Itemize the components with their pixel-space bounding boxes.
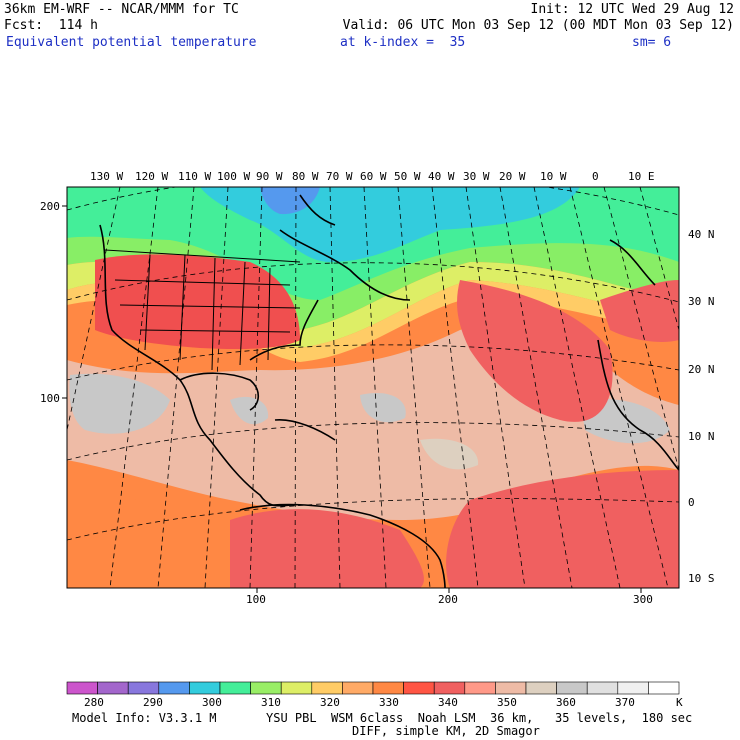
- colorbar-swatch: [158, 681, 190, 695]
- lon-label: 0: [592, 170, 599, 183]
- colorbar: [66, 681, 680, 695]
- field-name: Equivalent potential temperature: [6, 35, 257, 50]
- colorbar-swatch: [403, 681, 435, 695]
- colorbar-swatch: [97, 681, 129, 695]
- colorbar-label: 300: [202, 696, 222, 709]
- colorbar-label: 350: [497, 696, 517, 709]
- lon-label: 80 W: [292, 170, 319, 183]
- colorbar-swatch: [127, 681, 160, 695]
- grid-index-labels: 200 100 100 200 300: [40, 200, 653, 606]
- lon-label: 130 W: [90, 170, 123, 183]
- colorbar-labels: 280 290 300 310 320 330 340 350 360 370 …: [84, 696, 683, 709]
- lat-label: 10 S: [688, 572, 715, 585]
- grid-label-bottom: 300: [633, 593, 653, 606]
- model-title: 36km EM-WRF -- NCAR/MMM for TC: [4, 2, 239, 17]
- lon-label: 50 W: [394, 170, 421, 183]
- smoothing: sm= 6: [632, 35, 672, 50]
- model-info: Model Info: V3.3.1 M: [72, 711, 217, 725]
- colorbar-swatch: [66, 681, 98, 695]
- lon-label: 90 W: [256, 170, 283, 183]
- forecast-hour: Fcst: 114 h: [4, 18, 98, 33]
- colorbar-swatch: [464, 681, 496, 695]
- colorbar-label: 330: [379, 696, 399, 709]
- colorbar-label: 280: [84, 696, 104, 709]
- grid-label-bottom: 100: [246, 593, 266, 606]
- colorbar-swatch: [219, 681, 251, 695]
- lon-label: 120 W: [135, 170, 168, 183]
- coastlines: [99, 194, 679, 588]
- diffusion-info: DIFF, simple KM, 2D Smagor: [352, 724, 540, 738]
- theta-e-field: [67, 187, 679, 588]
- colorbar-label: 340: [438, 696, 458, 709]
- colorbar-swatch: [617, 681, 649, 695]
- colorbar-swatch: [189, 681, 221, 695]
- colorbar-label: 370: [615, 696, 635, 709]
- colorbar-label: 360: [556, 696, 576, 709]
- colorbar-swatch: [250, 681, 282, 695]
- k-index: at k-index = 35: [340, 35, 466, 50]
- grid-label-left: 100: [40, 392, 60, 405]
- graticule: [67, 187, 679, 588]
- colorbar-unit: K: [676, 696, 683, 709]
- colorbar-swatch: [342, 681, 374, 695]
- colorbar-swatch: [311, 681, 343, 695]
- lon-label: 30 W: [463, 170, 490, 183]
- right-latitude-labels: 40 N 30 N 20 N 10 N 0 10 S: [688, 228, 715, 585]
- init-time: Init: 12 UTC Wed 29 Aug 12: [530, 2, 735, 17]
- colorbar-label: 320: [320, 696, 340, 709]
- grid-label-left: 200: [40, 200, 60, 213]
- political-borders: [104, 249, 301, 371]
- lon-label: 70 W: [326, 170, 353, 183]
- colorbar-swatch: [433, 681, 466, 695]
- lon-label: 110 W: [178, 170, 211, 183]
- colorbar-swatch: [525, 681, 557, 695]
- colorbar-swatch: [586, 681, 619, 695]
- lon-label: 60 W: [360, 170, 387, 183]
- colorbar-swatch: [495, 681, 527, 695]
- colorbar-swatch: [280, 681, 313, 695]
- grid-label-bottom: 200: [438, 593, 458, 606]
- colorbar-label: 290: [143, 696, 163, 709]
- top-longitude-labels: 130 W 120 W 110 W 100 W 90 W 80 W 70 W 6…: [90, 170, 655, 183]
- colorbar-swatch: [556, 681, 588, 695]
- lat-label: 0: [688, 496, 695, 509]
- colorbar-swatch: [372, 681, 404, 695]
- lon-label: 10 E: [628, 170, 655, 183]
- colorbar-label: 310: [261, 696, 281, 709]
- lat-label: 40 N: [688, 228, 715, 241]
- lat-label: 30 N: [688, 295, 715, 308]
- lat-label: 10 N: [688, 430, 715, 443]
- physics-info: YSU PBL WSM 6class Noah LSM 36 km, 35 le…: [266, 711, 693, 725]
- lon-label: 100 W: [217, 170, 250, 183]
- lon-label: 10 W: [540, 170, 567, 183]
- lat-label: 20 N: [688, 363, 715, 376]
- valid-time: Valid: 06 UTC Mon 03 Sep 12 (00 MDT Mon …: [342, 18, 734, 33]
- map-frame: [66, 186, 680, 589]
- colorbar-swatch: [648, 681, 680, 695]
- lon-label: 20 W: [499, 170, 526, 183]
- lon-label: 40 W: [428, 170, 455, 183]
- axis-ticks: [62, 205, 642, 593]
